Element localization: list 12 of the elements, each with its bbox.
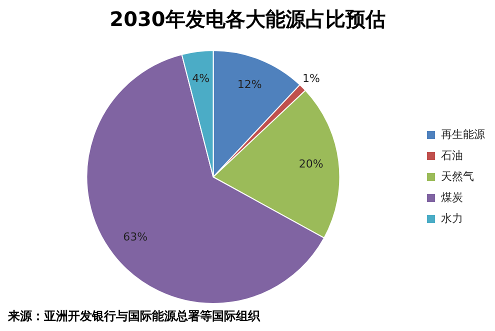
chart-title: 2030年发电各大能源占比预估 (108, 6, 386, 33)
legend-label: 再生能源 (441, 128, 485, 141)
data-label: 4% (192, 72, 210, 85)
legend-label: 水力 (441, 212, 463, 225)
source-note: 来源：亚洲开发银行与国际能源总署等国际组织 (7, 308, 262, 324)
legend-label: 煤炭 (441, 190, 463, 204)
data-label: 20% (298, 157, 324, 170)
data-label: 1% (302, 72, 320, 85)
legend-label: 天然气 (441, 170, 474, 183)
data-label: 12% (237, 78, 262, 92)
data-label: 63% (123, 230, 148, 244)
legend-label: 石油 (441, 148, 463, 162)
